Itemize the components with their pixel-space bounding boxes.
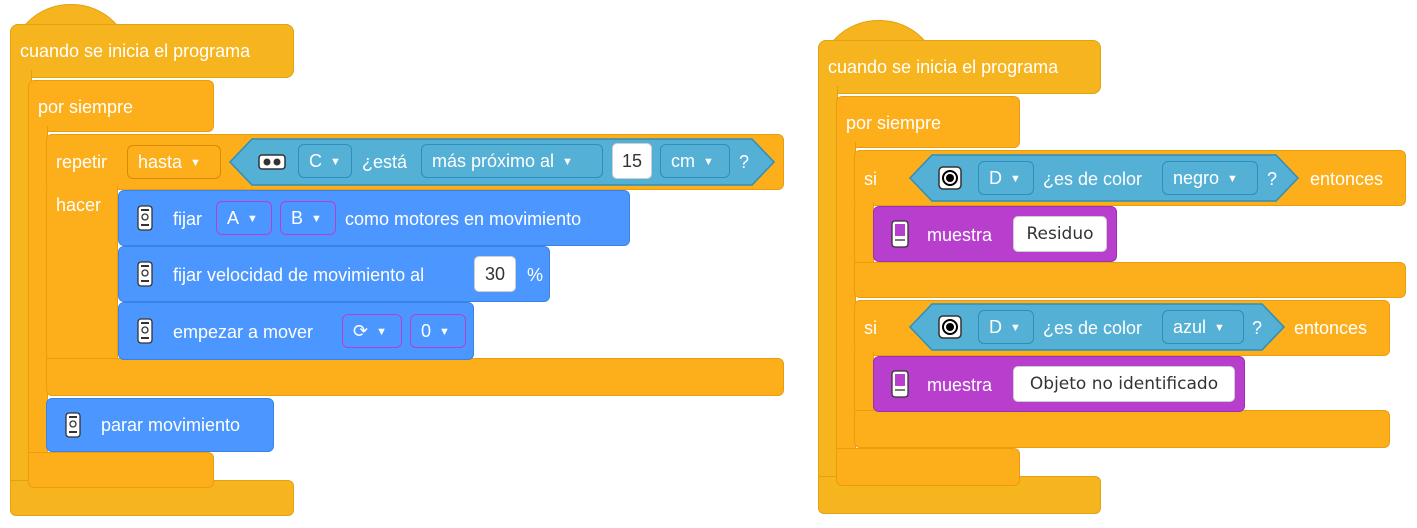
stop-moving-label: parar movimiento bbox=[101, 415, 241, 435]
repeat-label: repetir bbox=[56, 152, 108, 172]
chevron-down-icon: ▼ bbox=[1214, 322, 1225, 334]
when-program-starts-label: cuando se inicia el programa bbox=[20, 41, 251, 61]
color-sensor-icon bbox=[938, 166, 962, 190]
chevron-down-icon: ▼ bbox=[311, 213, 322, 225]
motor-port-b-value: B bbox=[291, 208, 304, 228]
stop-moving-block[interactable] bbox=[46, 398, 274, 452]
if-2-label: si bbox=[864, 318, 877, 338]
repeat-mode-dropdown[interactable]: hasta ▼ bbox=[127, 145, 221, 179]
speed-value-input[interactable]: 30 bbox=[474, 256, 516, 292]
color-value-2: azul bbox=[1173, 317, 1207, 337]
color-port-dropdown-1[interactable]: D ▼ bbox=[978, 161, 1034, 195]
chevron-down-icon: ▼ bbox=[703, 156, 714, 168]
motor-port-b-dropdown[interactable]: B ▼ bbox=[280, 201, 336, 235]
forever-bottom bbox=[28, 452, 214, 488]
chevron-down-icon: ▼ bbox=[1227, 173, 1238, 185]
forever-bottom bbox=[836, 448, 1020, 486]
do-label: hacer bbox=[56, 195, 102, 215]
set-movement-motors-block[interactable] bbox=[118, 190, 630, 246]
chevron-down-icon: ▼ bbox=[1010, 173, 1021, 185]
display-label-1: muestra bbox=[927, 225, 993, 245]
if-1-label: si bbox=[864, 169, 877, 189]
comparison-dropdown[interactable]: más próximo al ▼ bbox=[421, 144, 603, 178]
chevron-down-icon: ▼ bbox=[562, 156, 573, 168]
if-1-bottom bbox=[854, 262, 1406, 298]
then-label-2: entonces bbox=[1294, 318, 1368, 338]
is-color-label-1: ¿es de color bbox=[1043, 169, 1143, 189]
question-mark-1: ? bbox=[1267, 169, 1278, 189]
display-text-input-1[interactable]: Residuo bbox=[1013, 216, 1107, 252]
display-icon bbox=[891, 220, 909, 248]
repeat-mode-value: hasta bbox=[138, 152, 183, 172]
color-port-dropdown-2[interactable]: D ▼ bbox=[978, 310, 1034, 344]
distance-port-value: C bbox=[309, 151, 322, 171]
display-label-2: muestra bbox=[927, 375, 993, 395]
hub-icon bbox=[137, 205, 153, 231]
when-program-starts-block[interactable] bbox=[10, 24, 294, 78]
hub-icon bbox=[137, 318, 153, 344]
start-moving-label: empezar a mover bbox=[173, 322, 314, 342]
if-1-stem bbox=[854, 202, 874, 268]
set-speed-label: fijar velocidad de movimiento al bbox=[173, 265, 425, 285]
if-2-stem bbox=[854, 352, 874, 418]
hat-stem bbox=[818, 86, 838, 486]
steering-value: 0 bbox=[421, 321, 432, 341]
question-mark-2: ? bbox=[1252, 318, 1263, 338]
unit-dropdown[interactable]: cm ▼ bbox=[660, 144, 730, 178]
motor-port-a-value: A bbox=[227, 208, 240, 228]
set-motors-label-post: como motores en movimiento bbox=[345, 209, 582, 229]
repeat-bottom bbox=[46, 358, 784, 396]
chevron-down-icon: ▼ bbox=[190, 157, 201, 169]
rotate-clockwise-icon: ⟳ bbox=[353, 321, 369, 341]
repeat-stem bbox=[46, 186, 118, 360]
hub-icon bbox=[65, 412, 81, 438]
question-mark: ? bbox=[739, 152, 750, 172]
color-value-1: negro bbox=[1173, 168, 1220, 188]
distance-sensor-icon bbox=[258, 154, 286, 170]
is-color-label-2: ¿es de color bbox=[1043, 318, 1143, 338]
distance-value-input[interactable]: 15 bbox=[612, 143, 652, 179]
chevron-down-icon: ▼ bbox=[247, 213, 258, 225]
if-2-bottom bbox=[854, 410, 1390, 448]
unit-value: cm bbox=[671, 151, 695, 171]
when-program-starts-block[interactable] bbox=[818, 40, 1101, 94]
display-text-input-2[interactable]: Objeto no identificado bbox=[1013, 366, 1235, 402]
chevron-down-icon: ▼ bbox=[330, 156, 341, 168]
color-port-value-2: D bbox=[989, 317, 1002, 337]
color-value-dropdown-1[interactable]: negro ▼ bbox=[1162, 161, 1258, 195]
chevron-down-icon: ▼ bbox=[1010, 322, 1021, 334]
display-icon bbox=[891, 370, 909, 398]
motor-port-a-dropdown[interactable]: A ▼ bbox=[216, 201, 272, 235]
distance-port-dropdown[interactable]: C ▼ bbox=[298, 144, 352, 178]
color-port-value-1: D bbox=[989, 168, 1002, 188]
forever-label: por siempre bbox=[846, 113, 942, 133]
forever-label: por siempre bbox=[38, 97, 134, 117]
chevron-down-icon: ▼ bbox=[376, 326, 387, 338]
forever-block[interactable] bbox=[836, 96, 1020, 148]
forever-block[interactable] bbox=[28, 80, 214, 132]
is-label: ¿está bbox=[362, 152, 408, 172]
chevron-down-icon: ▼ bbox=[439, 326, 450, 338]
speed-unit-label: % bbox=[527, 265, 544, 285]
then-label-1: entonces bbox=[1310, 169, 1384, 189]
left-script: cuando se inicia el programa por siempre… bbox=[10, 4, 784, 516]
when-program-starts-label: cuando se inicia el programa bbox=[828, 57, 1059, 77]
forever-stem bbox=[836, 142, 856, 462]
color-sensor-icon bbox=[938, 315, 962, 339]
set-motors-label-pre: fijar bbox=[173, 209, 203, 229]
hub-icon bbox=[137, 261, 153, 287]
steering-value-dropdown[interactable]: 0 ▼ bbox=[410, 314, 466, 348]
comparison-value: más próximo al bbox=[432, 151, 555, 171]
direction-dropdown[interactable]: ⟳ ▼ bbox=[342, 314, 402, 348]
color-value-dropdown-2[interactable]: azul ▼ bbox=[1162, 310, 1244, 344]
